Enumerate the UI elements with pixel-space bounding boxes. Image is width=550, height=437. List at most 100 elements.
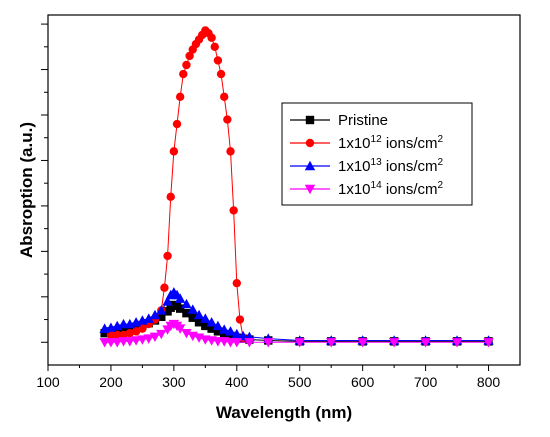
data-point (216, 69, 226, 79)
legend-swatch-marker (305, 138, 315, 148)
data-point (160, 283, 169, 292)
data-point (194, 318, 204, 327)
x-tick-label: 700 (414, 374, 438, 390)
axis-layer: 100 200 300 400 500 600 700 800 (36, 23, 501, 390)
data-point (483, 338, 494, 348)
data-point (231, 338, 242, 348)
x-tick-label: 300 (162, 374, 186, 390)
data-point (420, 338, 431, 348)
data-point (124, 337, 136, 347)
data-point (263, 338, 274, 348)
legend-swatch-marker (305, 115, 315, 125)
legend-item-2: 1x1012 ions/cm2 (290, 134, 444, 152)
data-point (210, 42, 219, 52)
x-tick-label: 500 (288, 374, 312, 390)
legend: Pristine 1x1012 ions/cm2 1x1013 ions/cm2 1x… (281, 102, 473, 206)
data-point (113, 330, 122, 340)
data-point (187, 304, 198, 314)
legend-label: 1x1013 ions/cm2 (338, 157, 444, 175)
data-point (181, 298, 192, 309)
data-point (113, 326, 122, 335)
data-point (213, 56, 223, 65)
data-point (149, 309, 161, 320)
data-point (179, 69, 188, 79)
legend-item-1: Pristine (290, 112, 388, 129)
data-point (235, 315, 245, 324)
data-point (143, 334, 154, 344)
x-tick-label: 200 (99, 374, 123, 390)
data-point (138, 324, 147, 333)
data-point (174, 293, 186, 303)
data-point (181, 328, 192, 339)
legend-item-4: 1x1014 ions/cm2 (290, 180, 444, 198)
data-point (163, 251, 172, 261)
data-point (232, 278, 241, 288)
data-point (157, 312, 166, 322)
x-axis-title: Wavelength (nm) (216, 403, 352, 422)
data-point (244, 338, 255, 348)
data-point (125, 324, 135, 333)
data-point (201, 321, 210, 331)
y-axis-title: Absroption (a.u.) (17, 122, 36, 258)
data-point (207, 33, 216, 42)
data-point (175, 92, 185, 102)
data-point (182, 308, 191, 318)
data-point (182, 60, 191, 70)
data-point (220, 329, 229, 339)
data-point (357, 338, 368, 348)
data-point (156, 329, 167, 340)
plot-frame (47, 14, 521, 366)
data-point (169, 147, 179, 156)
data-point (166, 192, 175, 202)
data-point (172, 119, 182, 129)
x-tick-label: 400 (225, 374, 249, 390)
data-point (226, 147, 235, 156)
data-point (219, 324, 230, 334)
data-point (220, 92, 229, 102)
data-point (131, 327, 141, 336)
x-tick-label: 100 (36, 374, 60, 390)
data-point (131, 322, 141, 332)
data-point (193, 309, 205, 320)
data-point (188, 313, 197, 322)
data-point (212, 320, 224, 331)
legend-swatch-marker (304, 184, 316, 195)
data-point (207, 324, 216, 333)
data-point (125, 328, 135, 338)
data-point (294, 338, 305, 348)
data-point (213, 327, 223, 336)
legend-label: Pristine (338, 112, 388, 129)
data-point (237, 330, 249, 341)
data-point (162, 296, 173, 306)
data-point (156, 305, 167, 315)
data-point (229, 206, 238, 215)
series-2 (106, 26, 248, 342)
data-point (451, 338, 463, 348)
data-point (119, 330, 128, 340)
data-point (223, 115, 232, 124)
data-point (119, 324, 128, 333)
data-point (174, 324, 186, 334)
data-point (130, 336, 142, 346)
x-tick-label: 600 (351, 374, 375, 390)
legend-label: 1x1012 ions/cm2 (338, 134, 444, 152)
data-point (206, 317, 217, 327)
data-point (143, 313, 154, 323)
data-point (326, 338, 337, 348)
data-point (100, 328, 109, 338)
data-point (106, 330, 116, 340)
data-point (137, 335, 148, 345)
data-point (200, 313, 211, 323)
data-point (226, 331, 235, 341)
data-point (149, 332, 161, 343)
data-point (112, 338, 123, 348)
data-point (231, 328, 242, 339)
series-layer (99, 26, 494, 348)
data-point (225, 326, 236, 336)
x-tick-label: 800 (477, 374, 501, 390)
series-4 (99, 319, 494, 348)
legend-label: 1x1014 ions/cm2 (338, 180, 444, 198)
legend-swatch-marker (304, 160, 316, 171)
data-point (185, 51, 194, 61)
